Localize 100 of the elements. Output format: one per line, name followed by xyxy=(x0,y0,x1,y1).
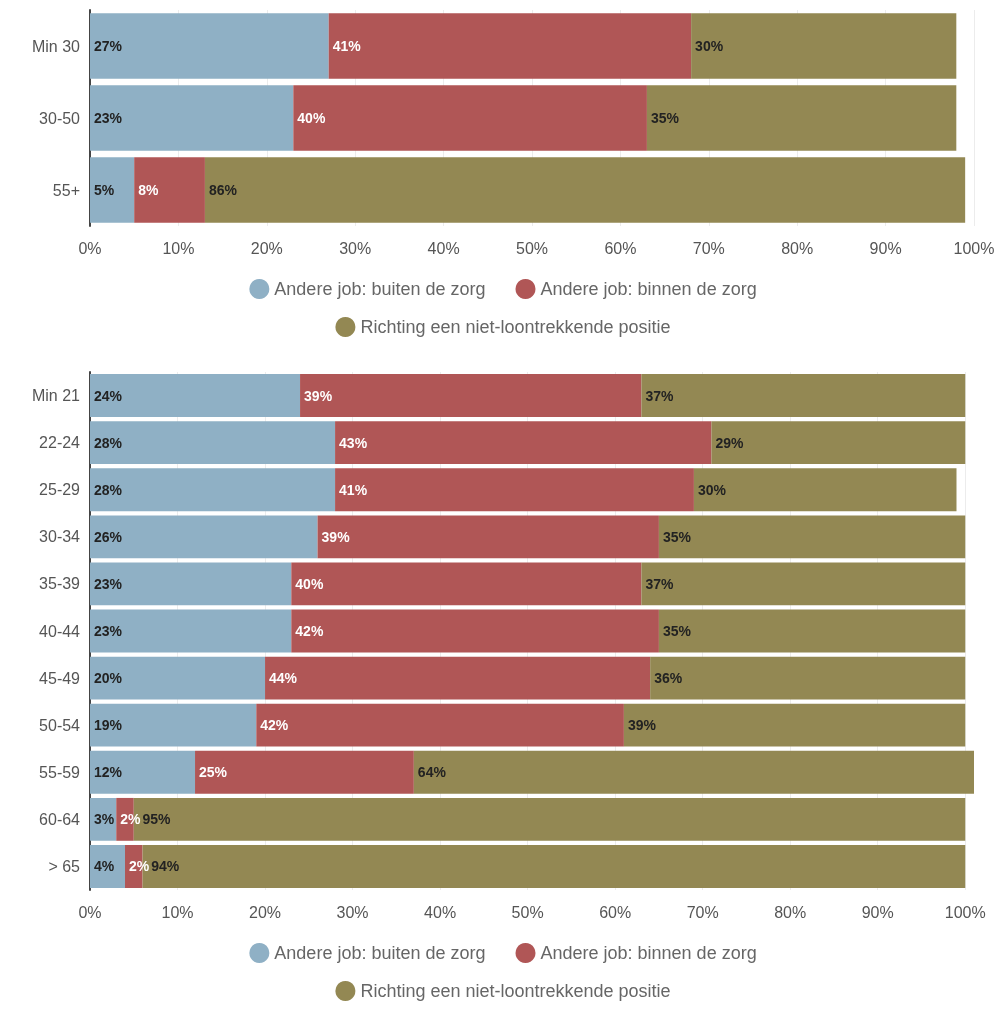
bar xyxy=(90,562,292,606)
data-label: 28% xyxy=(94,434,123,451)
y-tick-label: Min 21 xyxy=(31,387,81,405)
data-label: 23% xyxy=(94,623,123,639)
bar xyxy=(300,374,642,417)
bar xyxy=(90,845,126,888)
data-label: 37% xyxy=(645,387,674,404)
y-tick-label: Min 30 xyxy=(31,37,81,55)
x-tick-label: 70% xyxy=(686,903,719,921)
x-tick-label: 90% xyxy=(869,239,902,257)
x-tick-label: 50% xyxy=(511,903,544,921)
data-label: 12% xyxy=(94,764,123,781)
x-tick-label: 10% xyxy=(161,903,194,921)
data-label: 29% xyxy=(715,434,744,451)
x-tick-label: 20% xyxy=(249,903,282,921)
bar xyxy=(413,750,974,794)
data-label: 39% xyxy=(321,528,351,545)
data-label: 43% xyxy=(339,434,368,451)
data-label: 2% xyxy=(120,811,142,828)
legend-label: Andere job: buiten de zorg xyxy=(274,943,486,963)
x-tick-label: 80% xyxy=(774,903,807,921)
data-label: 30% xyxy=(697,481,727,498)
bar xyxy=(641,374,966,417)
data-label: 23% xyxy=(94,575,123,592)
bar xyxy=(134,157,205,223)
x-tick-label: 100% xyxy=(953,239,995,257)
y-tick-label: 60-64 xyxy=(39,810,81,828)
data-label: 30% xyxy=(695,38,724,54)
data-label: 42% xyxy=(260,717,289,734)
legend-label: Andere job: binnen de zorg xyxy=(540,279,757,299)
data-label: 20% xyxy=(94,670,123,687)
bar xyxy=(641,562,966,606)
bar xyxy=(90,656,266,700)
data-label: 35% xyxy=(662,623,692,639)
data-label: 35% xyxy=(662,528,692,545)
x-tick-label: 100% xyxy=(944,903,986,921)
y-tick-label: > 65 xyxy=(48,857,81,875)
x-tick-label: 70% xyxy=(692,239,725,257)
data-label: 23% xyxy=(94,110,123,126)
data-label: 4% xyxy=(94,858,115,875)
data-label: 35% xyxy=(650,110,680,126)
x-tick-label: 60% xyxy=(599,903,632,921)
data-label: 37% xyxy=(645,575,674,592)
bar xyxy=(328,13,692,79)
bar xyxy=(623,703,966,747)
data-label: 39% xyxy=(627,717,657,734)
bar xyxy=(691,13,957,79)
bar xyxy=(646,85,957,151)
y-tick-label: 55+ xyxy=(52,181,80,199)
data-label: 64% xyxy=(417,764,447,781)
x-tick-label: 90% xyxy=(861,903,894,921)
x-tick-label: 10% xyxy=(162,239,195,257)
y-tick-label: 45-49 xyxy=(39,669,81,687)
bar xyxy=(90,468,336,512)
bar xyxy=(195,750,414,794)
data-label: 5% xyxy=(94,182,115,198)
y-tick-label: 55-59 xyxy=(39,763,81,781)
y-tick-label: 30-50 xyxy=(39,109,81,127)
x-tick-label: 30% xyxy=(339,239,372,257)
data-label: 86% xyxy=(208,182,238,198)
bar xyxy=(90,515,318,559)
data-label: 2% xyxy=(129,858,150,875)
bar xyxy=(291,562,642,606)
x-tick-label: 0% xyxy=(78,239,102,257)
data-label: 42% xyxy=(295,623,324,639)
x-tick-label: 60% xyxy=(604,239,637,257)
bar xyxy=(293,85,647,151)
bar xyxy=(711,421,966,465)
bar xyxy=(693,468,957,512)
bar xyxy=(256,703,624,747)
x-tick-label: 40% xyxy=(424,903,457,921)
bar xyxy=(650,656,966,700)
data-label: 36% xyxy=(654,670,683,687)
data-label: 40% xyxy=(295,575,324,592)
bar xyxy=(658,609,966,653)
bar xyxy=(90,421,336,465)
data-label: 27% xyxy=(94,38,123,54)
legend-label: Andere job: binnen de zorg xyxy=(540,943,757,963)
x-tick-label: 50% xyxy=(515,239,549,257)
bar xyxy=(335,468,694,512)
bar xyxy=(90,85,294,151)
data-label: 24% xyxy=(94,387,123,404)
legend-label: Andere job: buiten de zorg xyxy=(274,279,486,299)
legend-label: Richting een niet-loontrekkende positie xyxy=(360,317,671,337)
data-label: 95% xyxy=(142,811,172,828)
data-label: 25% xyxy=(199,764,228,781)
bar xyxy=(90,13,329,79)
x-tick-label: 20% xyxy=(250,239,283,257)
x-tick-label: 40% xyxy=(427,239,460,257)
data-label: 8% xyxy=(138,182,159,198)
data-label: 28% xyxy=(94,481,123,498)
data-label: 41% xyxy=(339,481,368,498)
bar xyxy=(204,157,966,223)
bar xyxy=(317,515,659,559)
legend-label: Richting een niet-loontrekkende positie xyxy=(360,981,671,1001)
bar xyxy=(90,609,292,653)
bar xyxy=(90,374,301,417)
data-label: 44% xyxy=(269,670,298,687)
y-tick-label: 22-24 xyxy=(39,434,81,452)
data-label: 39% xyxy=(304,387,333,404)
